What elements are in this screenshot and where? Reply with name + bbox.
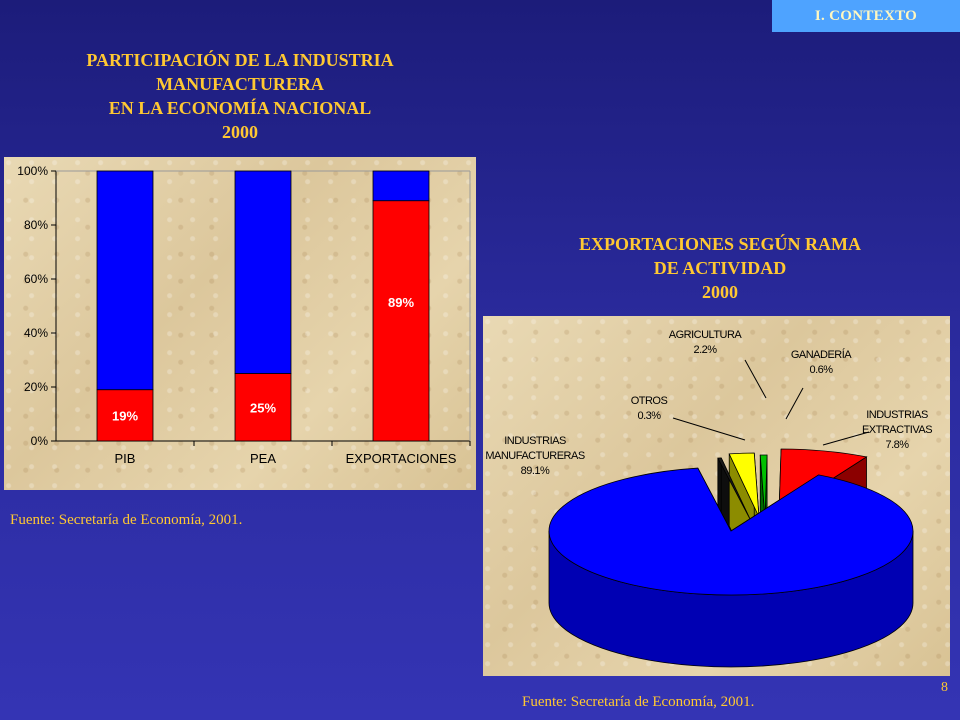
y-tick-label: 80%	[24, 218, 48, 232]
x-category-label: EXPORTACIONES	[346, 451, 457, 466]
bar-chart-panel: 0% 20% 40% 60% 80% 100% 19% PIB 25% PEA 89% EXPORTA…	[4, 157, 476, 490]
pie-slice-label: MANUFACTURERAS	[485, 450, 585, 462]
pie-leader-line	[672, 417, 746, 441]
bar-segment	[372, 200, 430, 442]
pie-slice-label: GANADERÍA	[791, 348, 852, 361]
bar-chart-source: Fuente: Secretaría de Economía, 2001.	[10, 512, 243, 528]
bar-data-label: 89%	[388, 295, 414, 310]
y-tick-label: 60%	[24, 272, 48, 286]
pie-chart-source: Fuente: Secretaría de Economía, 2001.	[522, 694, 755, 710]
x-category-label: PEA	[250, 451, 276, 466]
bar-title-line-2: MANUFACTURERA	[156, 74, 324, 94]
bar-title-line-1: PARTICIPACIÓN DE LA INDUSTRIA	[86, 50, 394, 70]
bar-segment	[234, 373, 292, 442]
bar-data-label: 25%	[250, 400, 276, 415]
y-tick-label: 100%	[17, 164, 48, 178]
y-tick-label: 20%	[24, 380, 48, 394]
pie-slice	[548, 467, 914, 596]
pie-chart: INDUSTRIAS MANUFACTURERAS 89.1% OTROS 0.3% AG…	[485, 329, 933, 668]
pie-slice-label: 0.3%	[637, 410, 661, 422]
bar-chart-title: PARTICIPACIÓN DE LA INDUSTRIA MANUFACTUR…	[20, 48, 460, 144]
pie-slice-label: 0.6%	[809, 364, 833, 376]
pie-slice	[759, 454, 768, 520]
pie-leader-line	[822, 431, 870, 446]
pie-slice-label: 7.8%	[885, 439, 909, 451]
pie-slice-label: 2.2%	[693, 344, 717, 356]
bar-title-line-4: 2000	[222, 122, 258, 142]
pie-title-line-3: 2000	[702, 282, 738, 302]
pie-leader-line	[744, 359, 767, 399]
pie-title-line-2: DE ACTIVIDAD	[653, 258, 787, 278]
pie-title-line-1: EXPORTACIONES SEGÚN RAMA	[578, 234, 862, 254]
pie-chart-title: EXPORTACIONES SEGÚN RAMA DE ACTIVIDAD 20…	[480, 232, 960, 304]
bar-segment	[234, 170, 292, 374]
pie-slice-label: EXTRACTIVAS	[862, 424, 932, 436]
bar-chart: 0% 20% 40% 60% 80% 100% 19% PIB 25% PEA 89% EXPORTA…	[17, 164, 471, 466]
pie-slice-label: 89.1%	[521, 465, 550, 477]
pie-slice-label: INDUSTRIAS	[504, 435, 566, 447]
section-badge: I. CONTEXTO	[772, 0, 960, 32]
x-category-label: PIB	[115, 451, 136, 466]
y-tick-label: 0%	[31, 434, 49, 448]
y-tick-label: 40%	[24, 326, 48, 340]
bar-title-line-3: EN LA ECONOMÍA NACIONAL	[108, 98, 372, 118]
pie-slice	[728, 452, 760, 518]
pie-chart-panel: INDUSTRIAS MANUFACTURERAS 89.1% OTROS 0.3% AG…	[483, 316, 950, 676]
pie-slice-label: INDUSTRIAS	[866, 409, 928, 421]
page-number: 8	[941, 680, 948, 695]
bar-segment	[372, 170, 430, 202]
pie-slice-label: AGRICULTURA	[669, 329, 743, 341]
pie-leader-line	[785, 387, 804, 420]
pie-slice-label: OTROS	[631, 395, 668, 407]
bar-data-label: 19%	[112, 408, 138, 423]
pie-slice	[717, 457, 752, 522]
bar-segment	[96, 170, 154, 391]
